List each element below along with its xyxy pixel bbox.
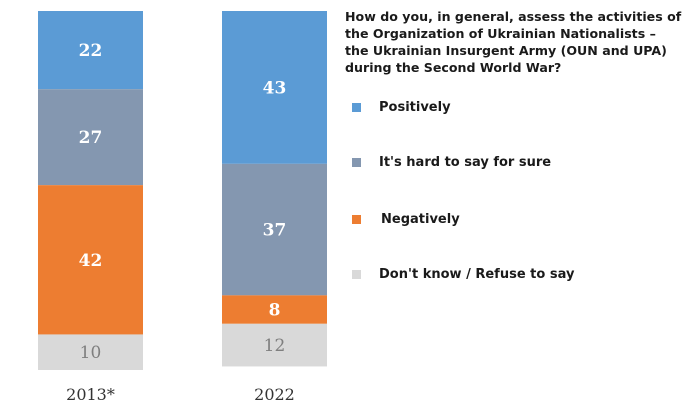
bar-segment — [222, 295, 327, 324]
x-tick-label: 2022 — [254, 385, 295, 404]
data-label: 12 — [264, 336, 286, 356]
legend-item-dont-know: Don't know / Refuse to say — [352, 264, 574, 284]
chart-title: How do you, in general, assess the activ… — [345, 8, 685, 76]
bar-segment — [222, 163, 327, 296]
bar-segment — [38, 11, 143, 90]
data-label: 8 — [269, 301, 281, 321]
data-label: 22 — [79, 41, 103, 61]
bar-segment — [38, 185, 143, 335]
legend-swatch — [352, 269, 361, 279]
legend-label: Don't know / Refuse to say — [379, 266, 575, 282]
legend-label: Negatively — [381, 211, 460, 227]
stacked-bar-chart: 22 27 42 10 2013* 43 37 8 12 2022 — [38, 11, 327, 404]
legend-swatch — [352, 157, 361, 167]
bar-segment — [38, 89, 143, 186]
data-label: 43 — [263, 78, 287, 98]
legend-swatch — [352, 214, 361, 224]
data-label: 10 — [80, 343, 102, 363]
legend-label: Positively — [379, 99, 451, 115]
legend-item-positively: Positively — [352, 97, 451, 117]
x-tick-label: 2013* — [66, 385, 115, 404]
title-line: How do you, in general, assess the activ… — [345, 9, 682, 24]
title-line: the Organization of Ukrainian Nationalis… — [345, 26, 656, 41]
data-label: 27 — [79, 128, 103, 148]
title-line: during the Second World War? — [345, 60, 562, 75]
legend-item-hard-to-say: It's hard to say for sure — [352, 152, 551, 172]
legend-item-negatively: Negatively — [352, 209, 460, 229]
legend-label: It's hard to say for sure — [379, 154, 552, 170]
bar-segment — [222, 11, 327, 164]
data-label: 37 — [263, 221, 287, 241]
bar-segment — [222, 323, 327, 367]
title-line: the Ukrainian Insurgent Army (OUN and UP… — [345, 43, 667, 58]
legend-swatch — [352, 102, 361, 112]
bar-segment — [38, 334, 143, 370]
data-label: 42 — [79, 251, 103, 271]
